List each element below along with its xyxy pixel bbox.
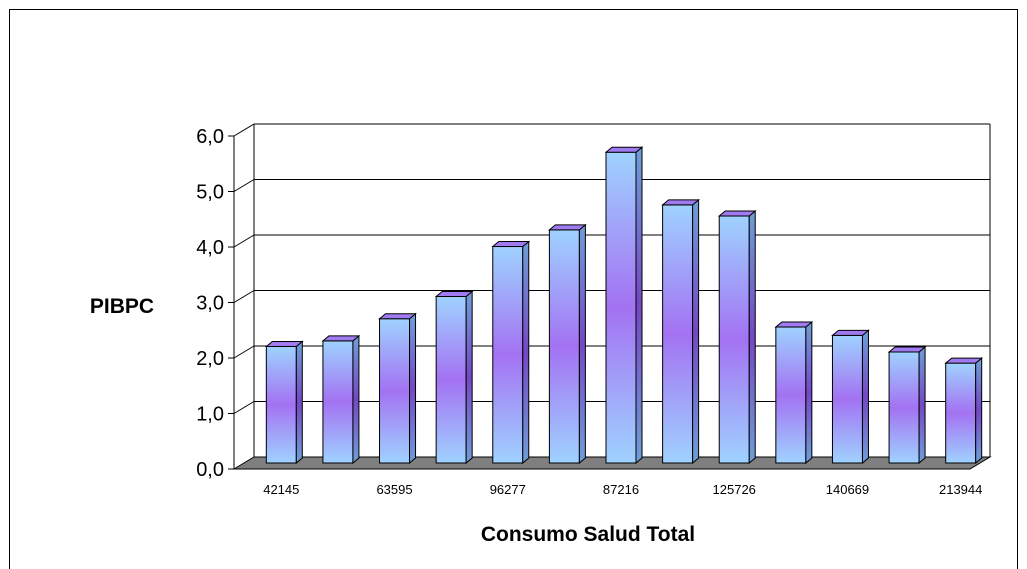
bar-top (774, 321, 814, 328)
bar-front (379, 318, 411, 464)
bar (264, 340, 304, 465)
bar-front (888, 351, 920, 464)
bar-side (918, 345, 926, 465)
bar-side (635, 146, 643, 465)
chart-frame (9, 9, 1018, 569)
bar (831, 329, 870, 465)
y-tick-label: 1,0 (196, 404, 224, 426)
bar-side (352, 334, 360, 465)
bar-top (321, 335, 361, 342)
bar-front (265, 345, 297, 464)
y-tick-label: 5,0 (196, 182, 224, 204)
bar-side (409, 312, 417, 465)
bar (661, 198, 700, 465)
x-tick-label: 213944 (939, 482, 982, 497)
bar (717, 209, 757, 465)
gridline-side (233, 401, 255, 414)
x-tick-label: 96277 (490, 482, 526, 497)
bar-top (604, 146, 644, 153)
gridline-side (233, 179, 255, 192)
bar (321, 334, 361, 465)
bar (548, 223, 587, 465)
bar-top (944, 357, 984, 364)
y-tick-label: 0,0 (196, 459, 224, 481)
bar-side (522, 240, 530, 465)
y-tick-label: 3,0 (196, 293, 224, 315)
bar-side (861, 329, 869, 465)
x-axis-label: Consumo Salud Total (481, 523, 695, 546)
bar-front (775, 326, 807, 464)
bar (604, 146, 644, 465)
x-tick-label: 140669 (826, 482, 869, 497)
bar-top (831, 329, 870, 336)
bar-top (491, 241, 531, 248)
bar (491, 240, 531, 465)
bars-layer (264, 146, 984, 465)
bar-top (717, 210, 757, 217)
bar-top (548, 224, 587, 231)
bar-front (718, 215, 750, 464)
gridline-side (233, 234, 255, 248)
bar (944, 357, 984, 465)
y-tick-label: 6,0 (196, 126, 224, 148)
x-tick-label: 63595 (376, 482, 412, 497)
x-tick-label: 87216 (603, 482, 639, 497)
bar-front (435, 296, 467, 464)
bar-front (548, 229, 580, 464)
y-axis-label: PIBPC (90, 295, 154, 318)
bar-side (748, 209, 756, 465)
y-tick-label: 2,0 (196, 348, 224, 370)
bar-front (322, 340, 354, 464)
bar (887, 345, 927, 465)
x-tick-label: 42145 (263, 482, 299, 497)
y-tick-label: 4,0 (196, 237, 224, 259)
bar-side (975, 357, 983, 465)
bar-side (578, 223, 586, 465)
bar-top (887, 346, 927, 353)
bar (774, 320, 814, 465)
bar-front (492, 246, 524, 464)
gridline-side (233, 290, 255, 303)
bar (378, 312, 417, 465)
bar-side (692, 198, 700, 465)
bar-top (264, 340, 304, 347)
bar (434, 290, 474, 465)
bar-front (605, 151, 637, 464)
gridline-side (233, 123, 255, 137)
x-tick-label: 125726 (713, 482, 756, 497)
bar-front (662, 204, 694, 464)
gridline-side (233, 345, 255, 359)
axis-layer: 0,0 1,0 2,0 3,0 4,0 5,0 6,0 42145 63595 96277 8721… (196, 126, 982, 497)
bar-top (661, 199, 700, 206)
bar-front (945, 362, 977, 464)
bar-front (831, 334, 863, 464)
bar-top (434, 291, 474, 297)
bar-side (805, 320, 813, 465)
bar-top (378, 313, 417, 320)
bar-side (295, 340, 303, 465)
bar-side (465, 290, 473, 465)
